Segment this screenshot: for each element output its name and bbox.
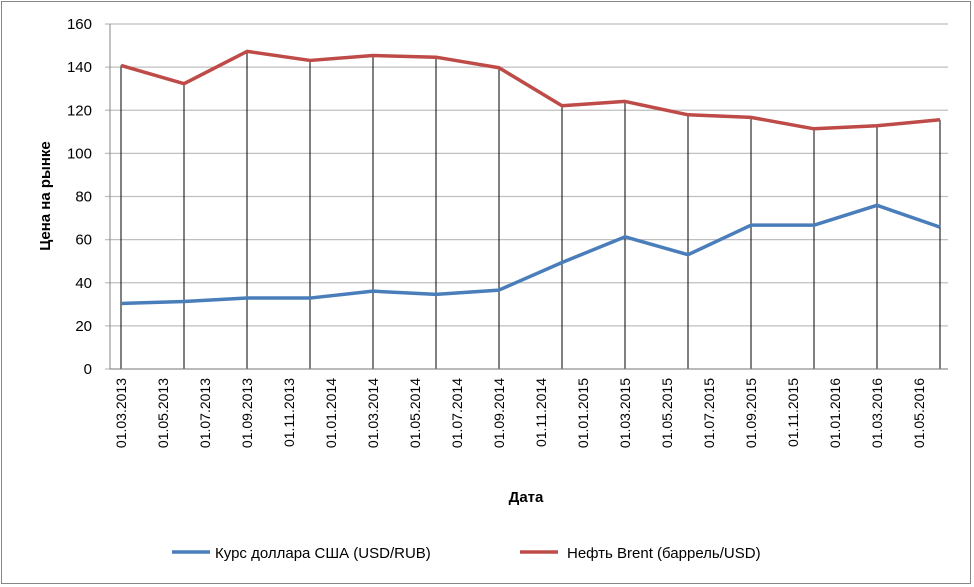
x-tick-label: 01.07.2013 bbox=[197, 378, 213, 448]
y-tick-label: 120 bbox=[67, 102, 92, 119]
series-line-1 bbox=[120, 49, 941, 131]
legend: Курс доллара США (USD/RUB) Нефть Brent (б… bbox=[172, 545, 761, 562]
x-tick-label: 01.07.2014 bbox=[449, 378, 465, 448]
x-tick-label: 01.07.2015 bbox=[701, 378, 717, 448]
series-line-0 bbox=[120, 203, 941, 306]
x-tick-label: 01.01.2015 bbox=[575, 378, 591, 448]
x-tick-label: 01.01.2016 bbox=[827, 378, 843, 448]
x-tick-label: 01.09.2013 bbox=[239, 378, 255, 448]
x-tick-label: 01.01.2014 bbox=[323, 378, 339, 448]
x-tick-label: 01.05.2016 bbox=[911, 378, 927, 448]
x-tick-label: 01.05.2014 bbox=[407, 378, 423, 448]
x-axis-title: Дата bbox=[509, 489, 544, 506]
y-axis-title: Цена на рынке bbox=[37, 141, 54, 251]
gridlines bbox=[105, 23, 948, 370]
legend-label: Нефть Brent (баррель/USD) bbox=[567, 545, 761, 562]
x-tick-label: 01.03.2013 bbox=[113, 378, 129, 448]
y-tick-label: 100 bbox=[67, 145, 92, 162]
y-tick-label: 60 bbox=[75, 232, 92, 249]
axes bbox=[109, 24, 948, 370]
x-tick-label: 01.11.2014 bbox=[533, 378, 549, 447]
x-tick-label: 01.03.2015 bbox=[617, 378, 633, 448]
y-tick-label: 80 bbox=[75, 189, 92, 206]
x-tick-label: 01.05.2015 bbox=[659, 378, 675, 448]
y-tick-labels: 0 20 40 60 80 100 120 140 160 bbox=[67, 16, 92, 378]
drop-lines bbox=[120, 51, 941, 369]
legend-label: Курс доллара США (USD/RUB) bbox=[215, 545, 431, 562]
x-tick-label: 01.09.2014 bbox=[491, 378, 507, 448]
y-tick-label: 140 bbox=[67, 59, 92, 76]
y-tick-label: 160 bbox=[67, 16, 92, 33]
x-tick-label: 01.03.2016 bbox=[869, 378, 885, 448]
y-tick-label: 0 bbox=[84, 361, 92, 378]
x-tick-label: 01.05.2013 bbox=[155, 378, 171, 448]
x-tick-label: 01.11.2013 bbox=[281, 378, 297, 447]
y-tick-label: 20 bbox=[75, 318, 92, 335]
x-tick-label: 01.11.2015 bbox=[785, 378, 801, 447]
x-tick-label: 01.03.2014 bbox=[365, 378, 381, 448]
x-tick-label: 01.09.2015 bbox=[743, 378, 759, 448]
series-lines bbox=[120, 49, 941, 306]
x-tick-labels: 01.03.2013 01.05.2013 01.07.2013 01.09.2013… bbox=[113, 378, 927, 448]
y-tick-label: 40 bbox=[75, 275, 92, 292]
